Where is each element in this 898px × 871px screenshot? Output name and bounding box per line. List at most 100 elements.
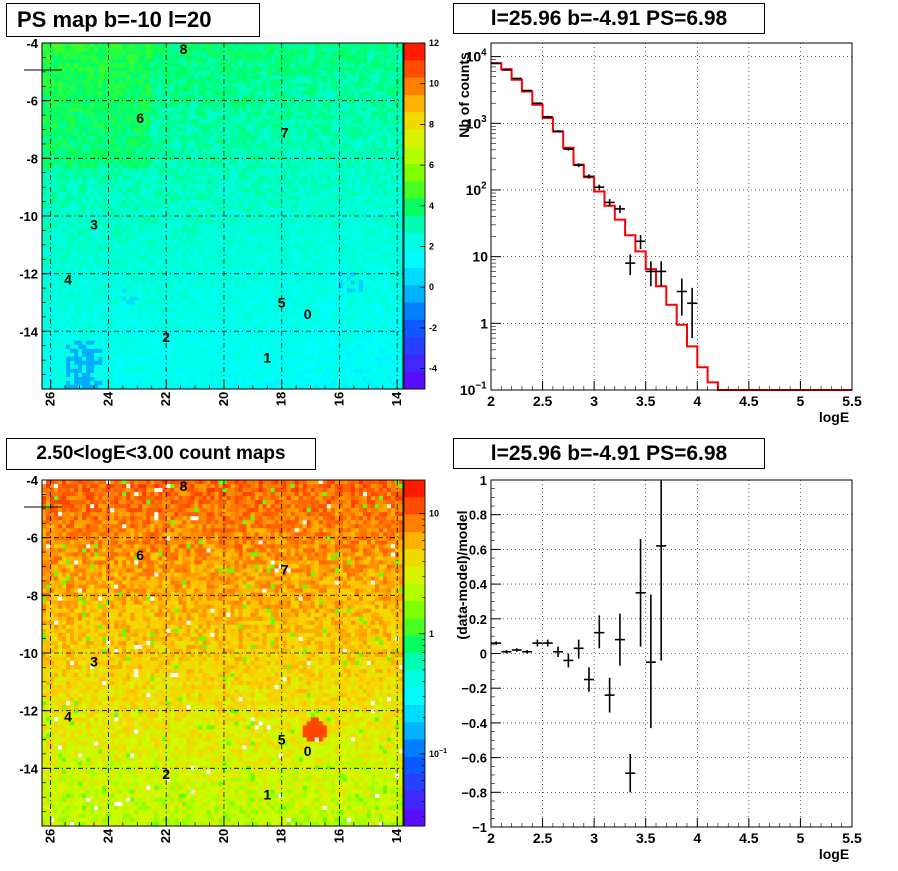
- heatmap-cell: [86, 151, 91, 157]
- heatmap-cell: [158, 187, 163, 193]
- heatmap-cell: [186, 195, 191, 201]
- heatmap-cell: [254, 135, 259, 140]
- heatmap-cell: [254, 139, 259, 144]
- heatmap-cell: [198, 244, 203, 249]
- heatmap-cell: [94, 51, 99, 56]
- heatmap-cell: [42, 203, 47, 209]
- heatmap-cell: [394, 159, 400, 165]
- heatmap-cell: [274, 123, 280, 128]
- heatmap-cell: [226, 151, 231, 157]
- heatmap-cell: [82, 107, 87, 112]
- heatmap-cell: [74, 71, 79, 76]
- heatmap-cell: [358, 83, 364, 88]
- heatmap-cell: [386, 187, 392, 193]
- heatmap-cell: [378, 127, 384, 132]
- heatmap-cell: [250, 43, 255, 48]
- heatmap-cell: [234, 240, 239, 245]
- heatmap-cell: [350, 203, 356, 209]
- heatmap-cell: [370, 191, 376, 197]
- heatmap-cell: [42, 119, 47, 124]
- heatmap-cell: [98, 183, 103, 189]
- heatmap-cell: [154, 75, 159, 80]
- heatmap-cell: [70, 75, 75, 80]
- heatmap-cell: [266, 95, 272, 100]
- heatmap-cell: [66, 155, 71, 161]
- heatmap-cell: [102, 143, 107, 148]
- heatmap-cell: [42, 167, 47, 173]
- heatmap-cell: [346, 147, 352, 153]
- heatmap-cell: [138, 67, 143, 72]
- heatmap-cell: [266, 111, 272, 116]
- heatmap-cell: [110, 171, 115, 177]
- heatmap-cell: [274, 159, 280, 165]
- heatmap-cell: [302, 143, 308, 148]
- heatmap-cell: [298, 183, 304, 189]
- heatmap-cell: [174, 51, 179, 56]
- heatmap-cell: [298, 123, 304, 128]
- heatmap-cell: [62, 195, 67, 201]
- heatmap-cell: [78, 159, 83, 165]
- heatmap-cell: [170, 59, 175, 64]
- heatmap-cell: [174, 171, 179, 177]
- heatmap-cell: [78, 207, 83, 213]
- heatmap-cell: [78, 187, 83, 193]
- heatmap-cell: [66, 167, 71, 173]
- heatmap-cell: [114, 147, 119, 153]
- heatmap-cell: [142, 99, 147, 104]
- heatmap-cell: [162, 232, 167, 237]
- heatmap-cell: [190, 163, 195, 169]
- heatmap-cell: [182, 183, 187, 189]
- heatmap-cell: [146, 87, 151, 92]
- heatmap-cell: [290, 179, 296, 185]
- heatmap-cell: [54, 220, 59, 225]
- heatmap-cell: [258, 163, 264, 169]
- heatmap-cell: [74, 256, 79, 261]
- heatmap-cell: [42, 103, 47, 108]
- heatmap-cell: [350, 252, 356, 257]
- heatmap-cell: [238, 75, 243, 80]
- heatmap-cell: [174, 67, 179, 72]
- heatmap-cell: [262, 127, 268, 132]
- heatmap-cell: [286, 252, 292, 257]
- heatmap-cell: [82, 240, 87, 245]
- heatmap-cell: [114, 107, 119, 112]
- heatmap-cell: [266, 163, 272, 169]
- heatmap-cell: [274, 115, 280, 120]
- heatmap-cell: [270, 171, 276, 177]
- heatmap-cell: [54, 167, 59, 173]
- heatmap-cell: [98, 211, 103, 217]
- heatmap-cell: [258, 159, 264, 165]
- heatmap-cell: [346, 131, 352, 136]
- heatmap-cell: [266, 187, 272, 193]
- heatmap-cell: [186, 111, 191, 116]
- heatmap-cell: [134, 103, 139, 108]
- heatmap-cell: [158, 139, 163, 144]
- ps-map-heatmap: [42, 43, 404, 390]
- heatmap-cell: [138, 175, 143, 181]
- heatmap-cell: [382, 228, 388, 233]
- heatmap-cell: [150, 55, 155, 60]
- heatmap-cell: [158, 155, 163, 161]
- heatmap-cell: [50, 67, 55, 72]
- heatmap-cell: [90, 252, 95, 257]
- heatmap-cell: [186, 264, 191, 269]
- heatmap-cell: [78, 127, 83, 132]
- heatmap-cell: [142, 115, 147, 120]
- heatmap-cell: [274, 127, 280, 132]
- heatmap-cell: [286, 175, 292, 181]
- heatmap-cell: [50, 111, 55, 116]
- heatmap-cell: [254, 83, 259, 88]
- heatmap-cell: [302, 147, 308, 153]
- heatmap-cell: [338, 147, 344, 153]
- heatmap-cell: [82, 163, 87, 169]
- heatmap-cell: [306, 159, 312, 165]
- heatmap-cell: [178, 236, 183, 241]
- heatmap-cell: [294, 79, 300, 84]
- heatmap-cell: [74, 207, 79, 213]
- heatmap-cell: [162, 67, 167, 72]
- heatmap-cell: [74, 236, 79, 241]
- heatmap-cell: [238, 240, 243, 245]
- heatmap-cell: [174, 224, 179, 229]
- heatmap-cell: [174, 87, 179, 92]
- heatmap-cell: [306, 119, 312, 124]
